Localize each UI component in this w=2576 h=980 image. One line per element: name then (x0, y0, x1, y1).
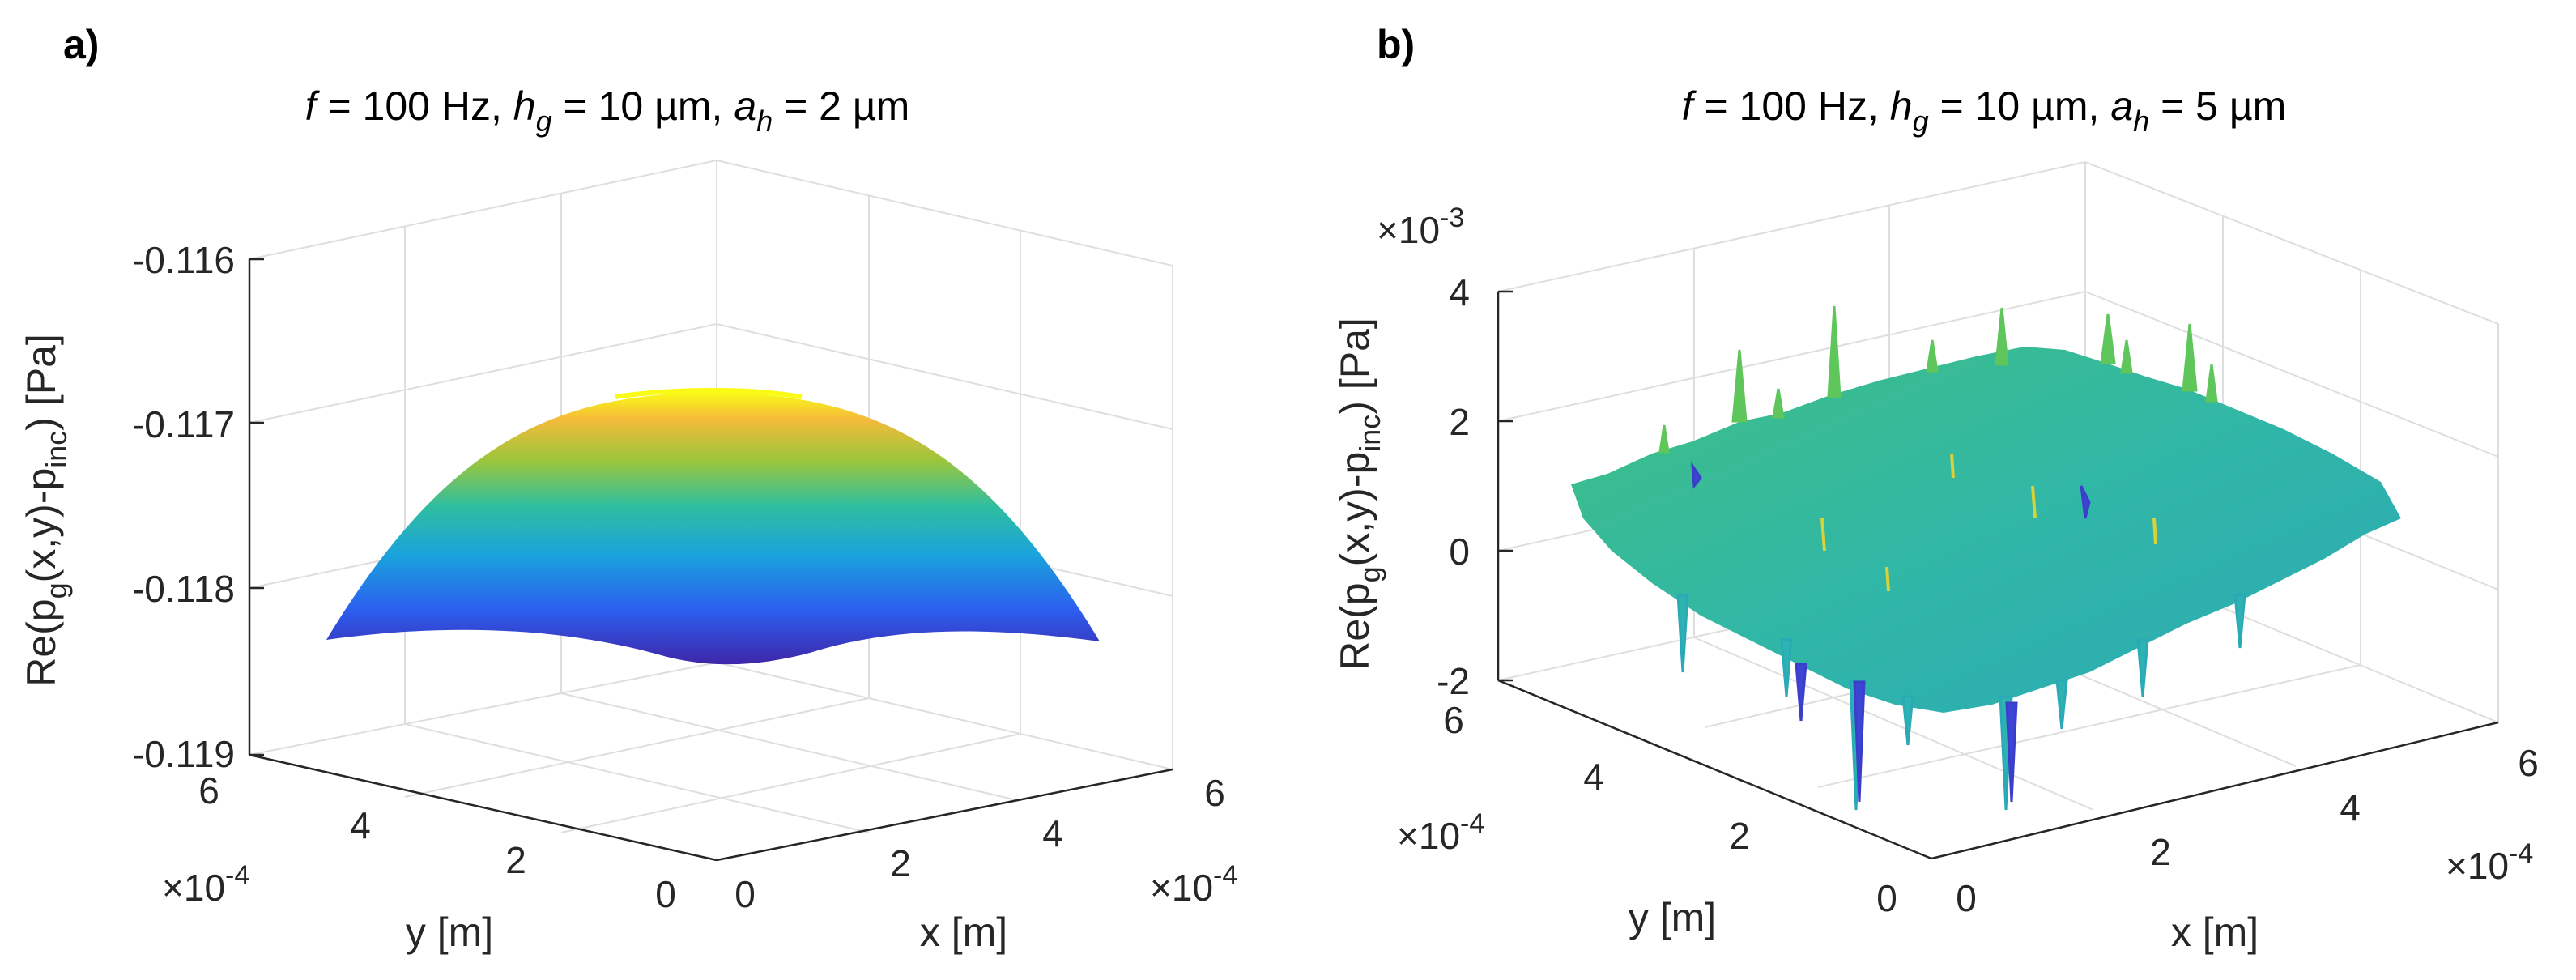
surface-noisy-b-base (1571, 347, 2401, 713)
title-b-a-sub: h (2133, 104, 2149, 138)
title-a-a-sub: h (756, 104, 773, 138)
x-exponent-b-base: ×10 (2446, 845, 2509, 887)
ztick-a-0: -0.116 (132, 239, 235, 281)
x-exponent-b: ×10-4 (2446, 838, 2533, 887)
ztick-a-2: -0.118 (132, 568, 235, 610)
ytick-a-6: 6 (198, 769, 219, 812)
zlabel-b-pre: Re(p (1332, 582, 1377, 670)
surface-dome-a-rim (615, 387, 803, 399)
axes-b (1497, 290, 2499, 860)
y-exponent-a-power: -4 (225, 860, 249, 891)
ytick-b-2: 2 (1729, 815, 1750, 857)
title-a-h-sub: g (536, 104, 552, 138)
ztick-b-2: 0 (1449, 530, 1470, 573)
ztick-b-3: -2 (1437, 660, 1470, 702)
zlabel-b-sub1: g (1353, 566, 1386, 582)
xtick-b-4: 4 (2340, 786, 2361, 829)
zlabel-b-post: ) [Pa] (1332, 317, 1377, 414)
title-a-a: a (734, 83, 756, 129)
chart-title-a: f = 100 Hz, hg = 10 µm, ah = 2 µm (305, 83, 910, 138)
x-exponent-a-base: ×10 (1150, 867, 1213, 909)
z-exponent-b-base: ×10 (1377, 209, 1440, 251)
y-exponent-b-base: ×10 (1397, 815, 1460, 857)
z-exponent-b: ×10-3 (1377, 202, 1464, 251)
x-exponent-b-power: -4 (2509, 838, 2533, 869)
zlabel-a: Re(pg(x,y)-pinc) [Pa] (19, 334, 73, 687)
title-b-h-rest: = 10 µm, (1929, 83, 2111, 129)
title-a-a-rest: = 2 µm (773, 83, 909, 129)
ylabel-b: y [m] (1629, 895, 1716, 940)
xtick-b-2: 2 (2150, 831, 2171, 873)
ztick-b-0: 4 (1449, 271, 1470, 313)
title-b-h-sub: g (1913, 104, 1929, 138)
ytick-b-6: 6 (1443, 699, 1464, 741)
title-b-a-rest: = 5 µm (2149, 83, 2286, 129)
title-a-f-rest: = 100 Hz, (317, 83, 513, 129)
xtick-a-2: 2 (890, 842, 911, 884)
y-exponent-a: ×10-4 (162, 860, 249, 909)
panel-a: a) f = 100 Hz, hg = 10 µm, ah = 2 µm (19, 22, 1237, 955)
title-b-f-rest: = 100 Hz, (1693, 83, 1890, 129)
zlabel-b-sub2: inc (1353, 415, 1386, 452)
ztick-b-1: 2 (1449, 401, 1470, 443)
xlabel-a: x [m] (920, 910, 1007, 955)
ztick-a-3: -0.119 (132, 733, 235, 775)
xtick-a-4: 4 (1042, 812, 1063, 854)
ytick-b-4: 4 (1583, 756, 1604, 798)
xlabel-b: x [m] (2171, 910, 2259, 955)
title-a-h-rest: = 10 µm, (552, 83, 734, 129)
xtick-b-6: 6 (2518, 742, 2539, 784)
surface-noisy-b-spikes-up (1658, 305, 2218, 454)
x-exponent-a-power: -4 (1213, 860, 1237, 891)
surface-noisy-b-troughs (1691, 461, 2091, 803)
zlabel-b: Re(pg(x,y)-pinc) [Pa] (1332, 317, 1386, 671)
surface-dome-a (326, 392, 1100, 665)
title-b-h: h (1890, 83, 1913, 129)
zlabel-a-post: ) [Pa] (19, 334, 64, 430)
surface-noisy-b-highlights (1820, 453, 2157, 592)
xtick-a-6: 6 (1204, 772, 1225, 814)
ytick-b-0: 0 (1876, 877, 1897, 919)
zlabel-a-sub2: inc (40, 431, 73, 468)
y-exponent-b-power: -4 (1460, 808, 1484, 839)
zlabel-a-pre: Re(p (19, 599, 64, 686)
ytick-a-0: 0 (655, 873, 676, 915)
surface-noisy-b (1571, 305, 2401, 811)
axes-a (248, 258, 1173, 862)
title-a-h: h (513, 83, 536, 129)
chart-title-b: f = 100 Hz, hg = 10 µm, ah = 5 µm (1682, 83, 2287, 138)
zlabel-a-sub1: g (40, 582, 73, 599)
x-exponent-a: ×10-4 (1150, 860, 1237, 909)
panel-b: b) f = 100 Hz, hg = 10 µm, ah = 5 µm ×10… (1332, 22, 2539, 955)
ylabel-a: y [m] (406, 910, 493, 955)
title-b-a: a (2110, 83, 2133, 129)
panel-label-a: a) (63, 22, 99, 67)
ytick-a-4: 4 (350, 804, 371, 846)
ytick-a-2: 2 (505, 839, 526, 881)
panel-label-b: b) (1377, 22, 1415, 67)
y-exponent-a-base: ×10 (162, 867, 225, 909)
y-exponent-b: ×10-4 (1397, 808, 1484, 857)
z-exponent-b-power: -3 (1440, 202, 1464, 233)
ztick-a-1: -0.117 (132, 403, 235, 445)
zlabel-b-mid: (x,y)-p (1332, 452, 1377, 567)
zlabel-a-mid: (x,y)-p (19, 468, 64, 583)
xtick-a-0: 0 (734, 873, 756, 915)
xtick-b-0: 0 (1956, 877, 1977, 919)
